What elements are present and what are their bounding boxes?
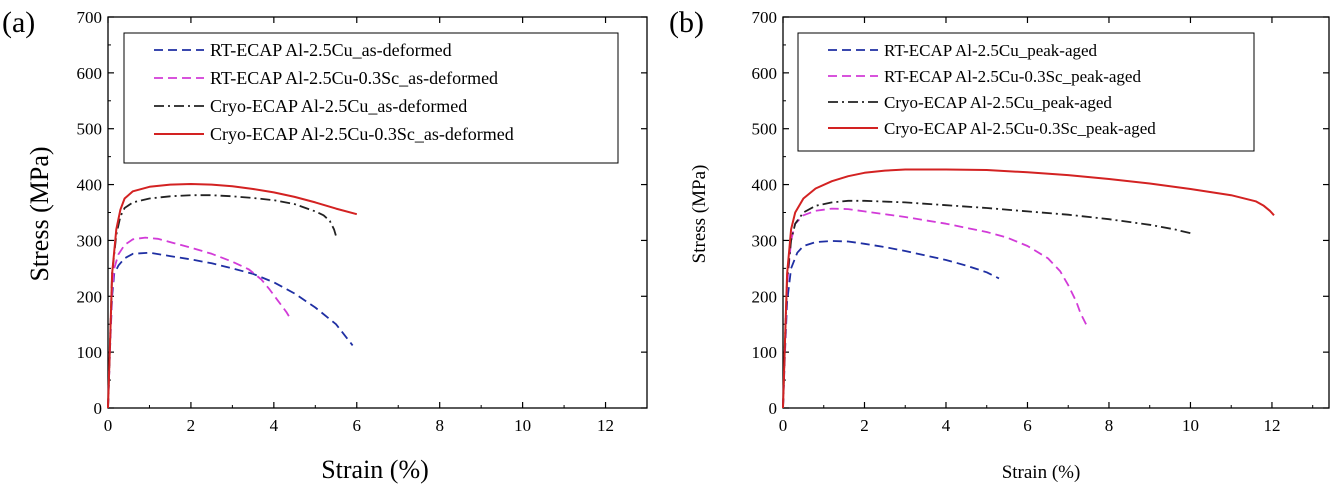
x-tick-label: 8 bbox=[435, 416, 444, 435]
legend-entry-4: Cryo-ECAP Al-2.5Cu-0.3Sc_as-deformed bbox=[210, 124, 514, 144]
x-tick-label: 4 bbox=[942, 416, 951, 435]
y-tick-label: 300 bbox=[77, 231, 103, 250]
y-tick-label: 600 bbox=[77, 64, 103, 83]
chart-b-svg: 0 100 200 300 400 500 600 700 0 2 4 6 8 10 12 Strain (%… bbox=[669, 6, 1330, 483]
x-tick-label: 0 bbox=[779, 416, 788, 435]
legend-entry-4: Cryo-ECAP Al-2.5Cu-0.3Sc_peak-aged bbox=[884, 119, 1156, 138]
series-line-1 bbox=[782, 240, 1000, 409]
x-tick-label: 4 bbox=[270, 416, 279, 435]
x-axis-label: Strain (%) bbox=[1002, 462, 1081, 483]
y-tick-label: 500 bbox=[77, 120, 103, 139]
y-tick-label: 200 bbox=[752, 287, 778, 306]
x-tick-label: 2 bbox=[860, 416, 869, 435]
y-tick-label: 100 bbox=[77, 343, 103, 362]
x-tick-label: 6 bbox=[1023, 416, 1031, 435]
legend-box bbox=[123, 32, 619, 164]
x-tick-label: 12 bbox=[597, 416, 614, 435]
x-tick-label: 2 bbox=[187, 416, 196, 435]
panel-label: (b) bbox=[669, 6, 704, 39]
series-line-2 bbox=[782, 207, 1088, 409]
x-tick-label: 10 bbox=[1182, 416, 1199, 435]
series-line-2 bbox=[107, 236, 292, 409]
x-axis-label: Strain (%) bbox=[321, 455, 429, 484]
chart-panel-b: 0 100 200 300 400 500 600 700 0 2 4 6 8 10 12 Strain (%… bbox=[665, 0, 1333, 489]
chart-panel-a: 0 100 200 300 400 500 600 700 0 2 4 6 8 10 12 Strain (%… bbox=[0, 0, 665, 489]
legend-entry-2: RT-ECAP Al-2.5Cu-0.3Sc_as-deformed bbox=[210, 68, 498, 88]
y-tick-label: 0 bbox=[94, 399, 103, 418]
legend-entry-3: Cryo-ECAP Al-2.5Cu_as-deformed bbox=[210, 96, 467, 116]
y-tick-label: 200 bbox=[77, 287, 103, 306]
series-line-1 bbox=[107, 251, 354, 409]
legend-entry-1: RT-ECAP Al-2.5Cu_peak-aged bbox=[884, 41, 1098, 60]
x-tick-label: 12 bbox=[1263, 416, 1280, 435]
x-tick-label: 8 bbox=[1105, 416, 1114, 435]
x-tick-label: 6 bbox=[353, 416, 362, 435]
y-axis-label: Stress (MPa) bbox=[25, 146, 54, 281]
panel-label: (a) bbox=[2, 6, 35, 39]
y-tick-label: 400 bbox=[752, 176, 778, 195]
y-axis-label: Stress (MPa) bbox=[689, 165, 710, 264]
series-line-4 bbox=[107, 183, 358, 409]
legend: RT-ECAP Al-2.5Cu_as-deformed RT-ECAP Al-2… bbox=[123, 32, 619, 164]
chart-a-svg: 0 100 200 300 400 500 600 700 0 2 4 6 8 10 12 Strain (%… bbox=[2, 6, 648, 484]
legend-entry-3: Cryo-ECAP Al-2.5Cu_peak-aged bbox=[884, 93, 1112, 112]
x-tick-label: 0 bbox=[104, 416, 113, 435]
legend: RT-ECAP Al-2.5Cu_peak-aged RT-ECAP Al-2.5… bbox=[797, 32, 1255, 152]
legend-entry-2: RT-ECAP Al-2.5Cu-0.3Sc_peak-aged bbox=[884, 67, 1141, 86]
x-tick-label: 10 bbox=[514, 416, 531, 435]
legend-box bbox=[797, 32, 1255, 152]
series-line-3 bbox=[107, 194, 337, 409]
y-tick-label: 700 bbox=[77, 8, 103, 27]
y-tick-label: 500 bbox=[752, 120, 778, 139]
y-tick-label: 600 bbox=[752, 64, 778, 83]
y-tick-label: 0 bbox=[769, 399, 778, 418]
legend-entry-1: RT-ECAP Al-2.5Cu_as-deformed bbox=[210, 40, 452, 60]
y-tick-label: 400 bbox=[77, 176, 103, 195]
y-tick-label: 700 bbox=[752, 8, 778, 27]
series-line-4 bbox=[782, 168, 1275, 409]
y-tick-label: 300 bbox=[752, 231, 778, 250]
y-tick-label: 100 bbox=[752, 343, 778, 362]
